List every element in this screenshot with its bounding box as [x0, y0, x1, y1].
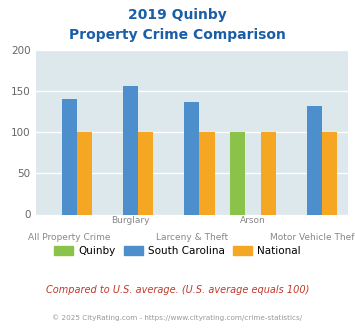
Bar [307, 106, 322, 214]
Bar [184, 102, 200, 214]
Text: 2019 Quinby: 2019 Quinby [128, 8, 227, 22]
Text: Property Crime Comparison: Property Crime Comparison [69, 28, 286, 42]
Legend: Quinby, South Carolina, National: Quinby, South Carolina, National [50, 242, 305, 260]
Text: Compared to U.S. average. (U.S. average equals 100): Compared to U.S. average. (U.S. average … [46, 285, 309, 295]
Bar [200, 132, 215, 214]
Bar [138, 132, 153, 214]
Text: © 2025 CityRating.com - https://www.cityrating.com/crime-statistics/: © 2025 CityRating.com - https://www.city… [53, 314, 302, 321]
Bar [61, 99, 77, 214]
Bar [230, 132, 245, 214]
Bar [77, 132, 92, 214]
Bar [261, 132, 276, 214]
Text: Larceny & Theft: Larceny & Theft [155, 233, 228, 242]
Bar [322, 132, 337, 214]
Text: Motor Vehicle Theft: Motor Vehicle Theft [270, 233, 355, 242]
Bar [123, 86, 138, 214]
Text: Arson: Arson [240, 216, 266, 225]
Text: Burglary: Burglary [111, 216, 150, 225]
Text: All Property Crime: All Property Crime [28, 233, 110, 242]
